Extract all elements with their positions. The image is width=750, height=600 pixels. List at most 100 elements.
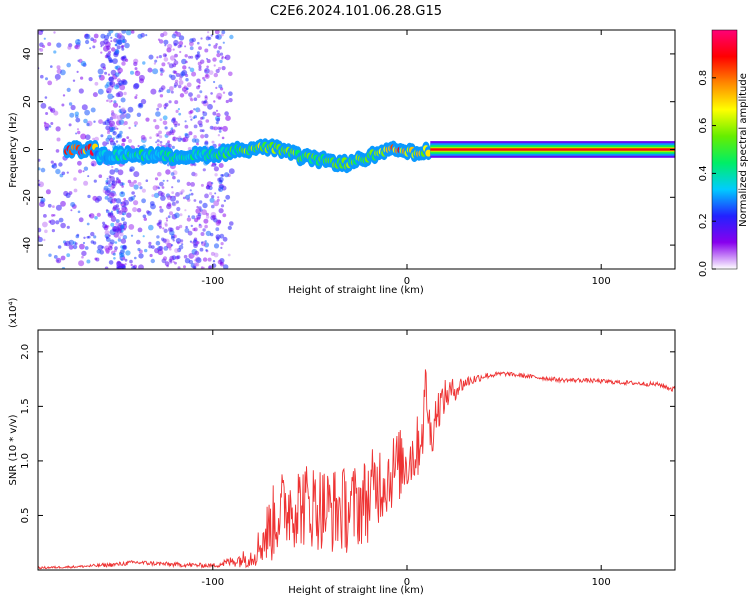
spectrogram-noise-dot xyxy=(205,215,210,219)
spectrogram-noise-dot xyxy=(174,248,179,254)
spectrogram-noise-dot xyxy=(142,235,145,238)
spectrogram-noise-dot xyxy=(110,216,117,222)
spectrogram-noise-dot xyxy=(114,43,118,47)
spectrogram-noise-dot xyxy=(81,104,88,111)
spectrogram-noise-dot xyxy=(213,252,219,258)
spectrogram-noise-dot xyxy=(62,94,66,97)
spectrogram-noise-dot xyxy=(185,225,188,229)
spectrogram-noise-dot xyxy=(114,72,120,77)
spectrogram-noise-dot xyxy=(115,38,121,45)
spectrogram-noise-dot xyxy=(38,227,42,233)
spectrogram-noise-dot xyxy=(213,80,216,84)
spectrogram-noise-dot xyxy=(108,76,115,83)
spectrogram-noise-dot xyxy=(74,111,80,116)
snr-ytick-label: 2.0 xyxy=(20,344,31,360)
spectrogram-noise-dot xyxy=(87,194,91,199)
spectrogram-noise-dot xyxy=(212,214,217,220)
spectrogram-noise-dot xyxy=(217,196,220,199)
spectrogram-noise-dot xyxy=(94,216,98,220)
spectrogram-noise-dot xyxy=(50,160,54,164)
spectrogram-noise-dot xyxy=(180,241,184,245)
spectrogram-noise-dot xyxy=(190,224,193,228)
spectrogram-noise-dot xyxy=(93,33,99,39)
spectrogram-noise-dot xyxy=(93,179,97,183)
spectrogram-noise-dot xyxy=(164,126,168,130)
spectrogram-noise-dot xyxy=(133,184,139,190)
spectrogram-noise-dot xyxy=(174,53,178,58)
spectrogram-noise-dot xyxy=(149,136,152,139)
spectrogram-noise-dot xyxy=(104,230,110,236)
spectrogram-noise-dot xyxy=(220,246,223,249)
spectrogram-noise-dot xyxy=(151,245,155,249)
spectrogram-noise-dot xyxy=(218,130,222,133)
spectrogram-noise-dot xyxy=(175,30,178,34)
spectrogram-noise-dot xyxy=(121,217,125,222)
spectrogram-noise-dot xyxy=(200,241,204,244)
spectrogram-noise-dot xyxy=(116,264,121,269)
spectrogram-noise-dot xyxy=(121,265,126,269)
spectrogram-noise-dot xyxy=(171,191,175,195)
spectrogram-noise-dot xyxy=(49,219,56,225)
spectrogram-noise-dot xyxy=(184,120,187,123)
spectrogram-noise-dot xyxy=(110,222,115,227)
spectrogram-noise-dot xyxy=(213,100,216,103)
spectrogram-noise-dot xyxy=(106,52,111,58)
spectrogram-noise-dot xyxy=(149,201,155,206)
spectrogram-noise-dot xyxy=(190,192,194,196)
spectrogram-noise-dot xyxy=(196,205,199,209)
spectrogram-noise-dot xyxy=(116,127,119,130)
spectrogram-noise-dot xyxy=(196,241,200,245)
spectrogram-noise-dot xyxy=(43,121,47,125)
spectrogram-noise-dot xyxy=(185,78,189,82)
spectrogram-noise-dot xyxy=(89,213,95,219)
spectrogram-noise-dot xyxy=(57,245,62,249)
spectrogram-noise-dot xyxy=(159,118,163,121)
spectrogram-noise-dot xyxy=(220,204,225,208)
spectrogram-noise-dot xyxy=(188,92,193,97)
spectrogram-noise-dot xyxy=(212,111,217,116)
snr-plot-area xyxy=(38,330,675,570)
spectrogram-noise-dot xyxy=(179,50,182,54)
spectrogram-noise-dot xyxy=(79,243,85,250)
spectrogram-noise-dot xyxy=(174,124,178,128)
spectrogram-noise-dot xyxy=(83,180,89,186)
spectrogram-noise-dot xyxy=(110,210,113,213)
spectrogram-noise-dot xyxy=(58,217,64,223)
spectrogram-noise-dot xyxy=(149,253,153,258)
spectrogram-noise-dot xyxy=(205,119,210,123)
spectrogram-noise-dot xyxy=(128,224,135,230)
spectrogram-noise-dot xyxy=(111,198,117,204)
spectrogram-noise-dot xyxy=(170,236,175,240)
spectrogram-noise-dot xyxy=(73,188,78,193)
spectrogram-noise-dot xyxy=(55,79,58,82)
spectrogram-noise-dot xyxy=(129,181,135,187)
spectrogram-noise-dot xyxy=(115,198,122,204)
spectrogram-noise-dot xyxy=(204,141,209,146)
spectrogram-noise-dot xyxy=(160,195,166,201)
spectrogram-noise-dot xyxy=(122,235,128,240)
spectrogram-noise-dot xyxy=(188,193,191,196)
spectrogram-noise-dot xyxy=(54,73,61,80)
spectrogram-noise-dot xyxy=(166,264,169,268)
spectrogram-noise-dot xyxy=(158,55,162,59)
spectrogram-noise-dot xyxy=(182,65,187,70)
spectrogram-noise-dot xyxy=(198,81,201,85)
spectrogram-noise-dot xyxy=(129,166,135,172)
spectrogram-noise-dot xyxy=(109,137,114,143)
spectrogram-noise-dot xyxy=(193,97,198,101)
spectrogram-noise-dot xyxy=(204,193,209,199)
spectrogram-noise-dot xyxy=(172,175,176,180)
spectrogram-noise-dot xyxy=(174,100,179,105)
spectrogram-noise-dot xyxy=(183,265,186,269)
spectrogram-noise-dot xyxy=(133,180,137,184)
spectrogram-noise-dot xyxy=(65,192,71,198)
spectrogram-noise-dot xyxy=(157,186,161,190)
spectrogram-noise-dot xyxy=(218,208,224,214)
spectrogram-noise-dot xyxy=(159,208,164,213)
spectrogram-noise-dot xyxy=(84,246,89,250)
spectrogram-noise-dot xyxy=(110,36,113,39)
spectrogram-noise-dot xyxy=(178,112,182,116)
spectrogram-noise-dot xyxy=(102,141,108,147)
spectrogram-noise-dot xyxy=(217,219,222,224)
